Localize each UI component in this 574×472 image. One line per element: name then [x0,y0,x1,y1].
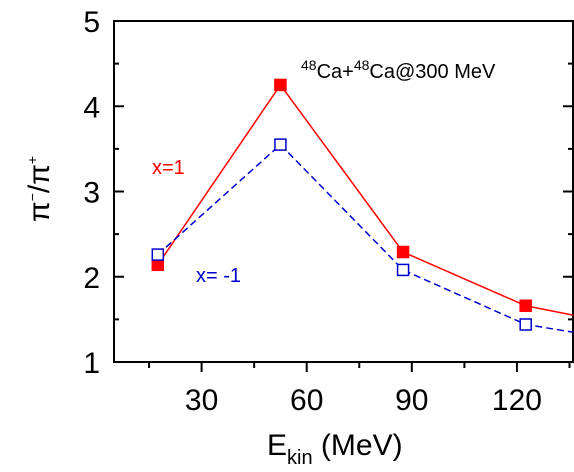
y-axis-title-sup1: − [24,193,40,201]
series-line-xm1 [157,143,574,333]
x-axis-title-main: E [267,429,287,462]
x-axis-title: Ekin (MeV) [267,429,403,469]
annotation-sup1: 48 [301,57,317,73]
data-point-x1 [396,245,410,259]
y-tick-label: 5 [83,6,100,39]
data-point-x1 [274,78,287,92]
annotation-text2: Ca@300 MeV [369,61,496,83]
data-point-x1 [519,299,532,312]
y-tick-label: 3 [83,177,100,210]
x-axis-title-unit: (MeV) [313,429,403,462]
y-axis-title-sup2: + [24,156,40,164]
annotation-text1: Ca+ [317,61,354,83]
data-point-xm1 [151,248,165,261]
data-point-xm1 [274,138,287,151]
y-axis-title-main: π [23,201,56,222]
y-axis-title: π−/π+ [23,156,56,222]
data-point-xm1 [519,318,532,331]
x-tick-label: 120 [492,384,542,417]
x-axis-title-sub: kin [287,447,313,469]
data-point-xm1 [396,263,410,277]
x-tick-label: 30 [185,384,218,417]
y-axis-title-mid: /π [23,164,56,193]
chart-annotation: 48Ca+48Ca@300 MeV [301,57,496,83]
data-point-x1 [151,258,165,272]
x-tick-label: 60 [290,384,323,417]
y-tick-label: 4 [83,91,100,124]
series-label-xm1: x= -1 [196,265,241,287]
y-tick-label: 2 [83,262,100,295]
y-tick-label: 1 [83,347,100,380]
x-tick-label: 90 [395,384,428,417]
series-label-x1: x=1 [152,157,185,179]
annotation-sup2: 48 [354,57,370,73]
